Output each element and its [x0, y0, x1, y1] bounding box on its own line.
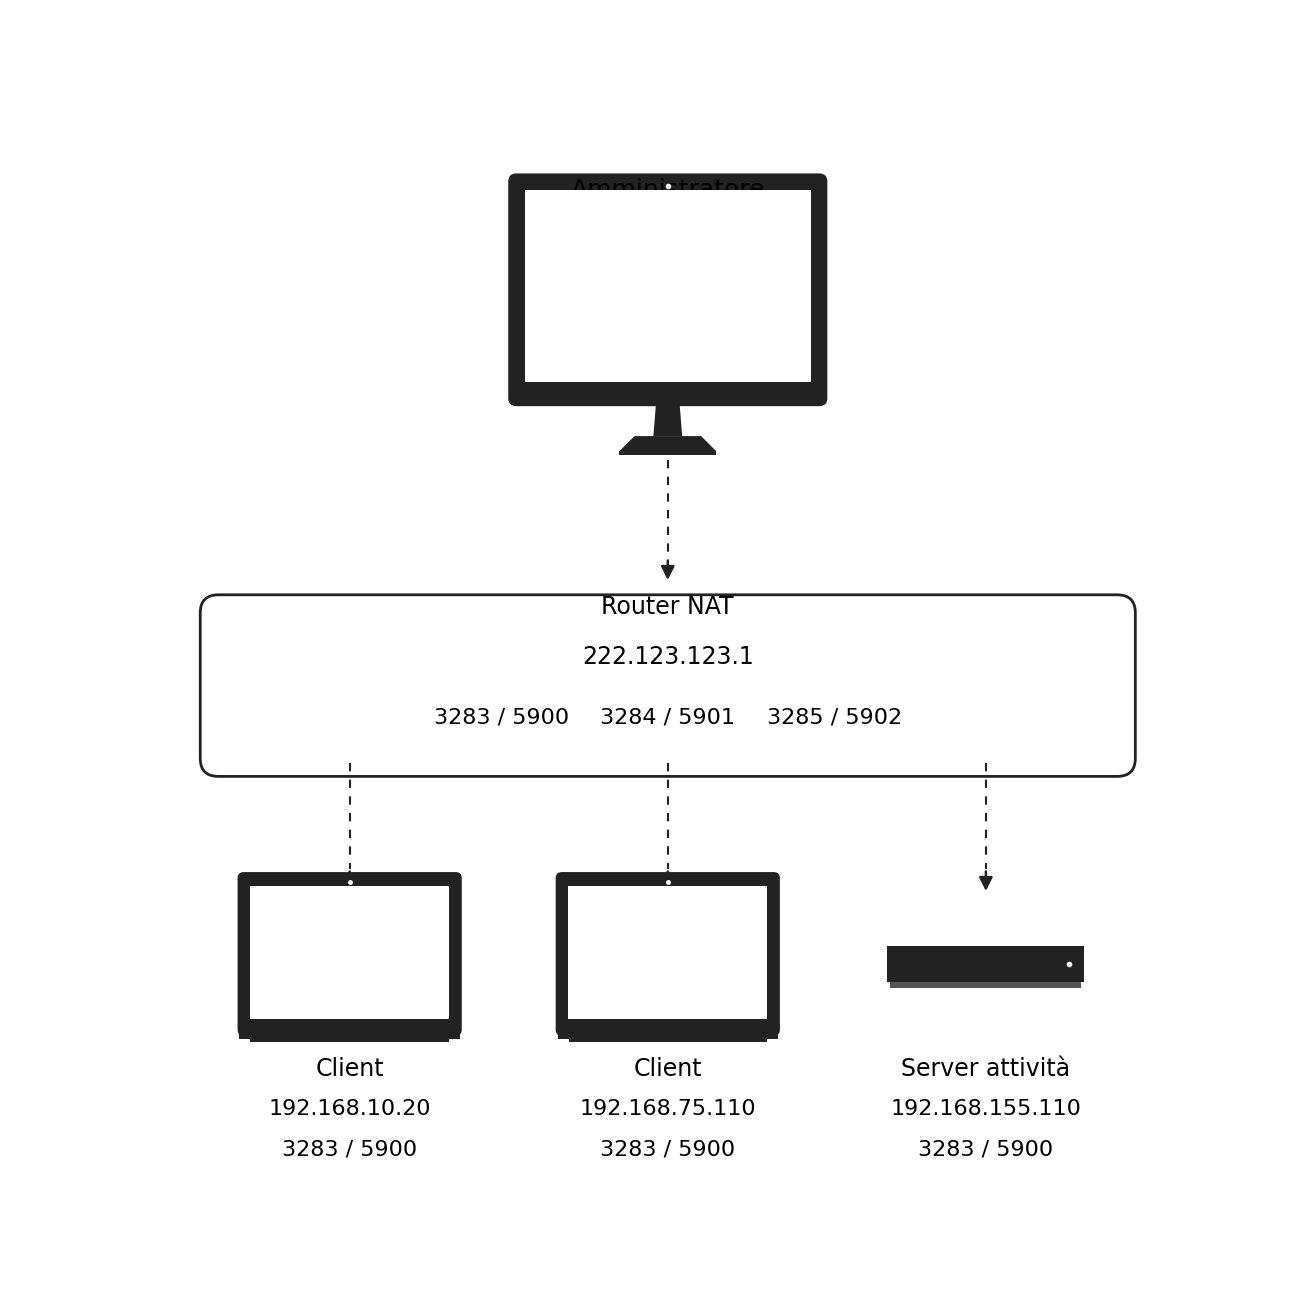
Text: 3285 / 5902: 3285 / 5902: [767, 708, 902, 727]
FancyBboxPatch shape: [237, 872, 461, 1036]
Text: 3283 / 5900: 3283 / 5900: [601, 1140, 735, 1160]
Text: 192.168.155.110: 192.168.155.110: [890, 1100, 1081, 1119]
Polygon shape: [653, 399, 683, 437]
Text: 192.168.75.110: 192.168.75.110: [580, 1100, 756, 1119]
Polygon shape: [619, 437, 717, 451]
Bar: [887, 946, 1084, 981]
Text: 3284 / 5901: 3284 / 5901: [601, 708, 735, 727]
Bar: [250, 1040, 450, 1042]
Text: Client: Client: [315, 1057, 384, 1081]
Text: Client: Client: [633, 1057, 702, 1081]
Bar: [619, 451, 717, 455]
Text: Amministratore: Amministratore: [571, 179, 765, 202]
Text: 3283 / 5900: 3283 / 5900: [283, 1140, 417, 1160]
Text: 3283 / 5900: 3283 / 5900: [919, 1140, 1053, 1160]
Text: 192.168.10.20: 192.168.10.20: [268, 1100, 431, 1119]
Bar: [240, 1029, 460, 1040]
FancyBboxPatch shape: [201, 594, 1135, 777]
FancyBboxPatch shape: [508, 173, 827, 407]
FancyBboxPatch shape: [250, 886, 450, 1019]
Text: Server attività: Server attività: [902, 1057, 1071, 1081]
Text: Router NAT: Router NAT: [602, 594, 734, 619]
FancyBboxPatch shape: [525, 190, 810, 382]
FancyBboxPatch shape: [568, 886, 767, 1019]
Text: 3283 / 5900: 3283 / 5900: [434, 708, 568, 727]
Bar: [890, 981, 1081, 988]
Bar: [568, 1040, 767, 1042]
Text: 222.123.123.1: 222.123.123.1: [582, 645, 753, 668]
FancyBboxPatch shape: [555, 872, 780, 1036]
Bar: [558, 1029, 778, 1040]
